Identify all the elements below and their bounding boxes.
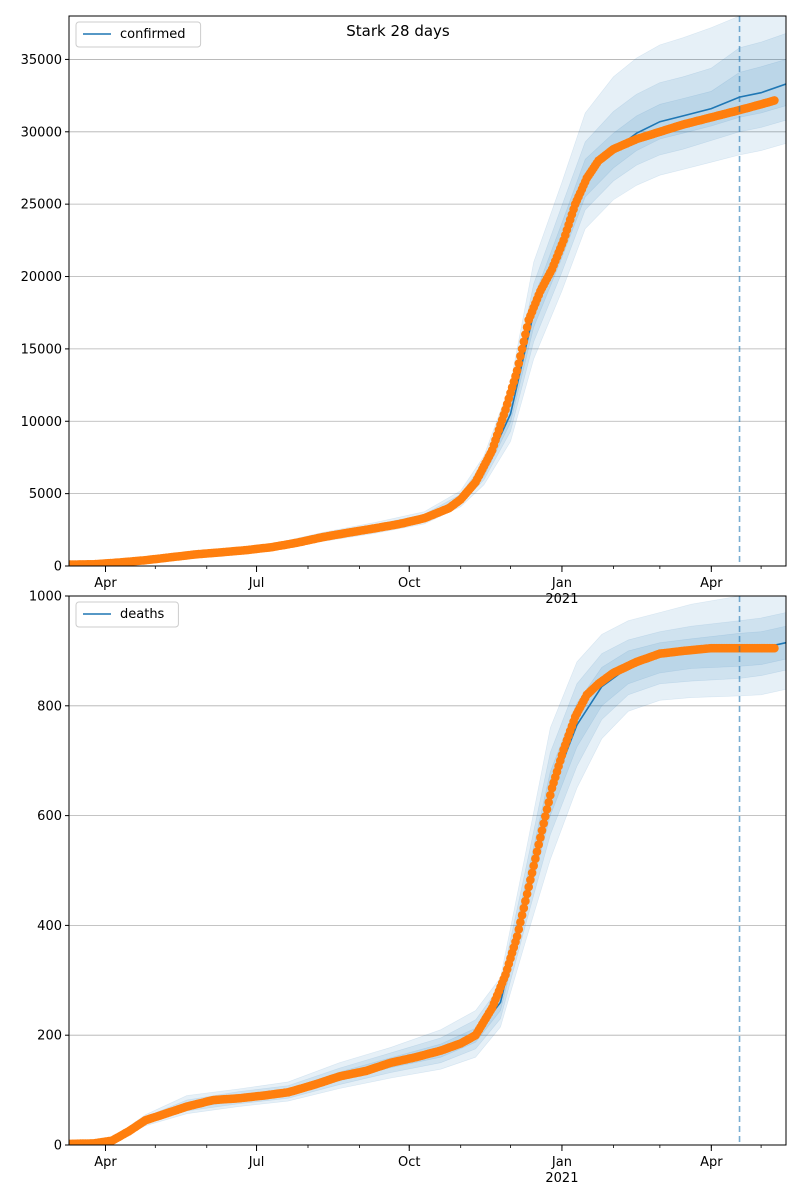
observed-point [512,932,522,941]
observed-point [517,910,527,920]
y-tick-label: 10000 [21,415,62,430]
observed-point [522,889,532,899]
legend: confirmed [75,21,202,48]
confirmed-panel: 0 5000 10000 15000 20000 25000 30000 35000 Apr Ju… [21,15,787,607]
x-tick-sublabel: 2021 [545,592,578,607]
observed-point [532,847,542,856]
observed-point [522,322,532,332]
observed-point [526,875,535,885]
y-tick-label: 600 [37,809,62,824]
x-tick-label: Apr [94,1155,117,1170]
x-tick-label: Oct [398,576,420,591]
legend-label: deaths [120,607,165,622]
axes-frame [68,595,787,1146]
observed-point [541,812,550,821]
observed-point [770,643,779,653]
observed-point [536,833,545,842]
legend-box [75,601,179,628]
x-tick-label: Apr [94,576,117,591]
x-tick-label: Oct [398,1155,420,1170]
y-tick-label: 0 [54,1139,62,1154]
observed-point [544,798,553,807]
observed-point [521,330,530,339]
x-tick-label: Jul [248,576,265,591]
x-tick-label: Jan [551,576,572,591]
observed-point [521,896,530,906]
legend-label: confirmed [120,27,186,42]
observed-point [537,826,547,835]
y-tick-label: 25000 [21,198,62,213]
observed-point [542,805,552,814]
observed-point [512,366,522,375]
y-tick-label: 15000 [21,342,62,357]
uncertainty-band [69,596,786,1145]
y-tick-label: 20000 [21,270,62,285]
observed-point [519,337,529,347]
y-tick-label: 5000 [29,487,62,502]
y-tick-label: 30000 [21,125,62,140]
observed-point [516,351,525,361]
observed-point [514,925,524,934]
observed-points [69,643,779,1145]
observed-point [539,819,548,828]
y-tick-label: 1000 [29,590,62,605]
plot-area [69,16,786,566]
observed-point [770,96,779,105]
x-tick-label: Apr [700,1155,723,1170]
y-tick-label: 200 [37,1029,62,1044]
observed-points [69,96,779,566]
observed-point [529,861,538,871]
observed-point [516,918,525,927]
figure-title: Stark 28 days [346,22,450,40]
uncertainty-band [69,612,786,1145]
observed-point [546,790,555,800]
legend: deaths [75,601,179,628]
observed-point [514,359,524,368]
x-tick-label: Jan [551,1155,572,1170]
observed-point [519,903,529,913]
observed-point [534,840,543,849]
observed-point [531,854,540,863]
x-tick-label: Jul [248,1155,265,1170]
observed-point [524,882,533,892]
y-tick-label: 800 [37,699,62,714]
axes-frame [68,15,787,567]
legend-box [75,21,202,48]
observed-point [517,344,527,354]
plot-area [69,596,786,1145]
y-tick-label: 400 [37,919,62,934]
x-tick-sublabel: 2021 [545,1171,578,1186]
observed-point [527,868,537,878]
x-tick-label: Apr [700,576,723,591]
y-tick-label: 35000 [21,53,62,68]
y-tick-label: 0 [54,560,62,575]
